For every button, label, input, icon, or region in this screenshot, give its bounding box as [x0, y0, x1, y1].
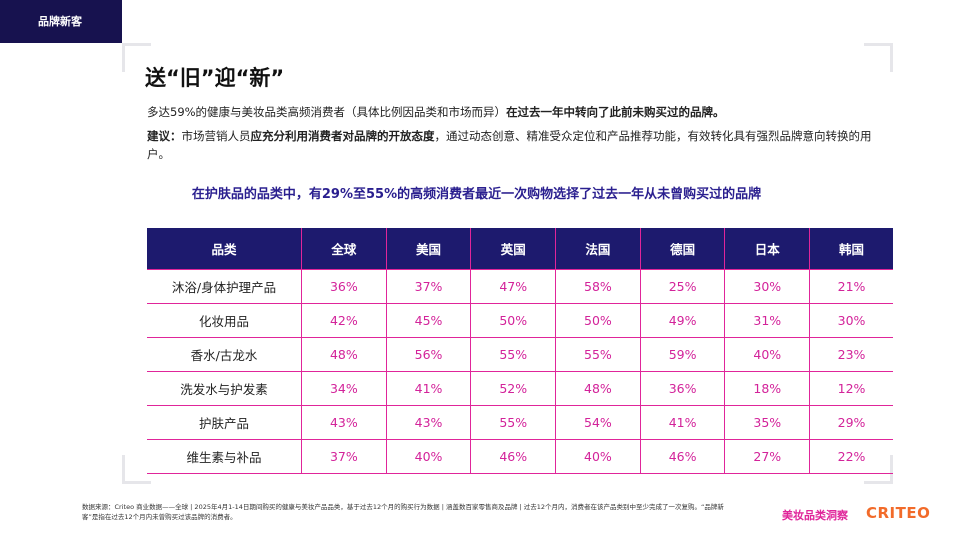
value-cell: 49% — [639, 303, 726, 338]
value-cell: 41% — [639, 405, 726, 440]
value-cell: 22% — [809, 439, 893, 474]
category-cell: 洗发水与护发素 — [147, 371, 302, 406]
value-cell: 48% — [301, 337, 387, 372]
category-cell: 护肤产品 — [147, 405, 302, 440]
value-cell: 25% — [639, 269, 726, 304]
text-run: 应充分利用消费者对品牌的开放态度 — [250, 129, 435, 143]
value-cell: 55% — [470, 405, 557, 440]
value-cell: 37% — [385, 269, 472, 304]
value-cell: 34% — [301, 371, 387, 406]
corner-decor — [122, 455, 151, 484]
value-cell: 41% — [385, 371, 472, 406]
value-cell: 56% — [385, 337, 472, 372]
value-cell: 27% — [724, 439, 811, 474]
value-cell: 18% — [724, 371, 811, 406]
value-cell: 55% — [470, 337, 557, 372]
slide-title: 送“旧”迎“新” — [145, 66, 285, 90]
column-header: 英国 — [470, 228, 557, 270]
category-cell: 化妆用品 — [147, 303, 302, 338]
value-cell: 40% — [555, 439, 641, 474]
value-cell: 45% — [385, 303, 472, 338]
value-cell: 21% — [809, 269, 893, 304]
value-cell: 50% — [470, 303, 557, 338]
value-cell: 55% — [555, 337, 641, 372]
text-run: 在过去一年中转向了此前未购买过的品牌。 — [506, 105, 725, 119]
value-cell: 48% — [555, 371, 641, 406]
value-cell: 42% — [301, 303, 387, 338]
value-cell: 50% — [555, 303, 641, 338]
value-cell: 36% — [639, 371, 726, 406]
value-cell: 29% — [809, 405, 893, 440]
brand-logo: CRITEO — [866, 504, 931, 522]
column-header: 法国 — [555, 228, 641, 270]
corner-decor — [864, 43, 893, 72]
section-tag: 品牌新客 — [0, 0, 122, 43]
value-cell: 43% — [385, 405, 472, 440]
value-cell: 30% — [809, 303, 893, 338]
value-cell: 47% — [470, 269, 557, 304]
value-cell: 54% — [555, 405, 641, 440]
insight-logo: 美妆品类洞察 — [782, 509, 848, 522]
table-subtitle: 在护肤品的品类中，有29%至55%的高频消费者最近一次购物选择了过去一年从未曾购… — [191, 187, 762, 202]
value-cell: 43% — [301, 405, 387, 440]
value-cell: 58% — [555, 269, 641, 304]
value-cell: 12% — [809, 371, 893, 406]
column-header: 美国 — [386, 228, 472, 270]
value-cell: 30% — [724, 269, 811, 304]
value-cell: 40% — [385, 439, 472, 474]
table-row: 沐浴/身体护理产品 36% 37% 47% 58% 25% 30% 21% — [147, 269, 893, 304]
column-header: 德国 — [640, 228, 726, 270]
value-cell: 36% — [301, 269, 387, 304]
text-run: 市场营销人员 — [181, 129, 251, 143]
intro-text: 多达59%的健康与美妆品类高频消费者（具体比例因品类和市场而异）在过去一年中转向… — [147, 103, 887, 121]
table-row: 维生素与补品 37% 40% 46% 40% 46% 27% 22% — [147, 439, 893, 474]
value-cell: 37% — [301, 439, 387, 474]
column-header: 日本 — [724, 228, 811, 270]
value-cell: 35% — [724, 405, 811, 440]
column-header: 品类 — [147, 228, 302, 270]
text-run: 建议： — [147, 129, 182, 143]
table-row: 化妆用品 42% 45% 50% 50% 49% 31% 30% — [147, 303, 893, 338]
category-cell: 香水/古龙水 — [147, 337, 302, 372]
table-row: 洗发水与护发素 34% 41% 52% 48% 36% 18% 12% — [147, 371, 893, 406]
value-cell: 46% — [470, 439, 557, 474]
column-header: 韩国 — [809, 228, 893, 270]
value-cell: 46% — [639, 439, 726, 474]
value-cell: 52% — [470, 371, 557, 406]
footnote: 数据来源：Criteo 商业数据——全球 | 2025年4月1-14日期间购买的… — [82, 503, 724, 521]
category-cell: 维生素与补品 — [147, 439, 302, 474]
value-cell: 23% — [809, 337, 893, 372]
value-cell: 40% — [724, 337, 811, 372]
corner-decor — [122, 43, 151, 72]
category-cell: 沐浴/身体护理产品 — [147, 269, 302, 304]
text-run: ，通过动态创意、精准受众定位和产品推荐功能，有效转化具有强烈品牌意向转换的用户。 — [147, 129, 872, 161]
table-row: 香水/古龙水 48% 56% 55% 55% 59% 40% 23% — [147, 337, 893, 372]
advice-text: 建议：市场营销人员应充分利用消费者对品牌的开放态度，通过动态创意、精准受众定位和… — [147, 127, 887, 163]
text-run: 多达59%的健康与美妆品类高频消费者（具体比例因品类和市场而异） — [147, 105, 507, 119]
value-cell: 31% — [724, 303, 811, 338]
table-row: 护肤产品 43% 43% 55% 54% 41% 35% 29% — [147, 405, 893, 440]
column-header: 全球 — [301, 228, 387, 270]
value-cell: 59% — [639, 337, 726, 372]
data-table: 品类 全球 美国 英国 法国 德国 日本 韩国 沐浴/身体护理产品 36% 37% 47% 58% 25%… — [147, 228, 893, 474]
